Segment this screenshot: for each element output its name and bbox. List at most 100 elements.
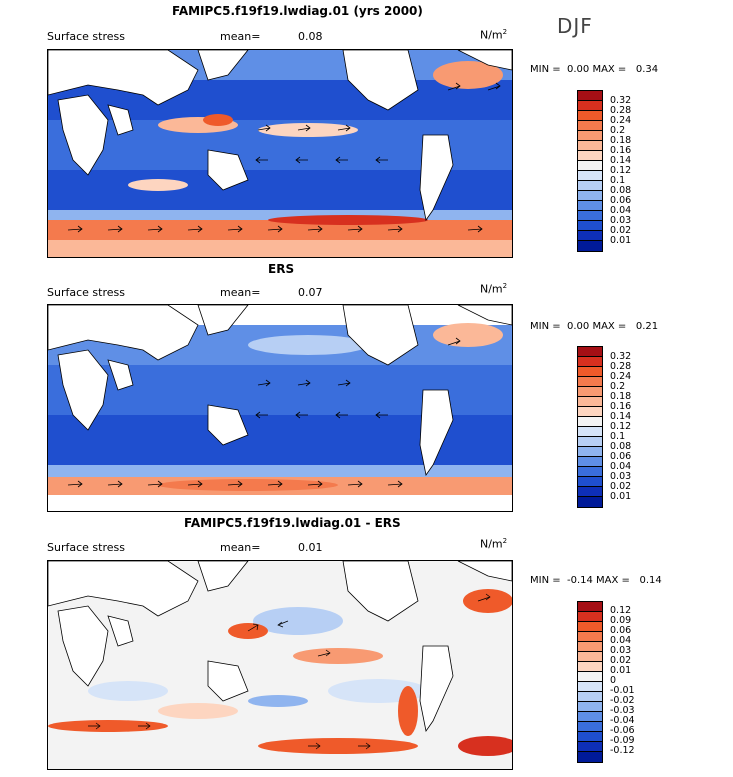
colorbar-swatch	[578, 497, 602, 507]
colorbar-level-label: 0.03	[610, 645, 632, 656]
colorbar-swatch	[578, 702, 602, 712]
panel-1-map	[47, 49, 513, 258]
colorbar-swatch	[578, 101, 602, 111]
colorbar-level-label: -0.09	[610, 735, 635, 746]
colorbar-level-label: 0.04	[610, 461, 632, 472]
colorbar-level-label: 0.06	[610, 451, 632, 462]
colorbar-swatch	[578, 487, 602, 497]
panel-3-colorbar	[577, 601, 603, 763]
panel-2-wind-arrows	[67, 337, 461, 488]
colorbar-swatch	[578, 201, 602, 211]
panel-3-minmax: MIN = -0.14 MAX = 0.14	[530, 575, 662, 586]
colorbar-level-label: 0.28	[610, 105, 632, 116]
panel-2-units: N/m2	[480, 282, 508, 296]
colorbar-level-label: -0.01	[610, 685, 635, 696]
colorbar-level-label: 0.2	[610, 381, 626, 392]
colorbar-level-label: -0.02	[610, 695, 635, 706]
colorbar-level-label: 0.06	[610, 195, 632, 206]
colorbar-swatch	[578, 682, 602, 692]
colorbar-swatch	[578, 141, 602, 151]
colorbar-level-label: 0.12	[610, 605, 632, 616]
colorbar-swatch	[578, 612, 602, 622]
colorbar-level-label: 0.08	[610, 441, 632, 452]
panel-2-mean-value: 0.07	[298, 286, 323, 299]
colorbar-level-label: 0.06	[610, 625, 632, 636]
colorbar-level-label: 0.01	[610, 665, 632, 676]
colorbar-swatch	[578, 742, 602, 752]
colorbar-swatch	[578, 622, 602, 632]
colorbar-swatch	[578, 151, 602, 161]
colorbar-swatch	[578, 417, 602, 427]
colorbar-swatch	[578, 477, 602, 487]
colorbar-swatch	[578, 221, 602, 231]
panel-3-mean-value: 0.01	[298, 541, 323, 554]
colorbar-level-label: 0.14	[610, 155, 632, 166]
colorbar-swatch	[578, 171, 602, 181]
colorbar-level-label: 0.24	[610, 371, 632, 382]
panel-1-mean-value: 0.08	[298, 30, 323, 43]
colorbar-swatch	[578, 121, 602, 131]
colorbar-swatch	[578, 427, 602, 437]
colorbar-level-label: 0.24	[610, 115, 632, 126]
colorbar-level-label: 0.32	[610, 95, 632, 106]
colorbar-level-label: 0.18	[610, 391, 632, 402]
panel-2-field-label: Surface stress	[47, 286, 125, 299]
colorbar-level-label: 0.02	[610, 655, 632, 666]
colorbar-swatch	[578, 732, 602, 742]
season-label: DJF	[557, 14, 593, 38]
panel-1-minmax: MIN = 0.00 MAX = 0.34	[530, 64, 659, 75]
colorbar-swatch	[578, 632, 602, 642]
colorbar-level-label: 0.01	[610, 491, 632, 502]
colorbar-level-label: 0.16	[610, 145, 632, 156]
colorbar-level-label: 0.1	[610, 431, 626, 442]
colorbar-swatch	[578, 652, 602, 662]
colorbar-swatch	[578, 457, 602, 467]
colorbar-level-label: 0.18	[610, 135, 632, 146]
colorbar-swatch	[578, 407, 602, 417]
panel-1-colorbar	[577, 90, 603, 252]
colorbar-level-label: 0.12	[610, 421, 632, 432]
colorbar-level-label: 0.14	[610, 411, 632, 422]
colorbar-level-label: 0.1	[610, 175, 626, 186]
colorbar-swatch	[578, 191, 602, 201]
panel-1-colorbar-labels: 0.32 0.28 0.24 0.2 0.18 0.16 0.14 0.12 0.1 0.08 0.…	[610, 96, 631, 246]
colorbar-level-label: 0.12	[610, 165, 632, 176]
panel-2-colorbar-labels: 0.32 0.28 0.24 0.2 0.18 0.16 0.14 0.12 0.1 0.08 0.…	[610, 352, 631, 502]
colorbar-level-label: 0.2	[610, 125, 626, 136]
colorbar-swatch	[578, 181, 602, 191]
colorbar-level-label: 0.28	[610, 361, 632, 372]
colorbar-swatch	[578, 692, 602, 702]
panel-3-map	[47, 560, 513, 770]
colorbar-swatch	[578, 447, 602, 457]
colorbar-swatch	[578, 387, 602, 397]
colorbar-swatch	[578, 377, 602, 387]
panel-1-mean-label: mean=	[220, 30, 261, 43]
colorbar-level-label: 0.03	[610, 471, 632, 482]
colorbar-swatch	[578, 91, 602, 101]
panel-3-map-svg	[48, 561, 512, 769]
colorbar-swatch	[578, 161, 602, 171]
colorbar-swatch	[578, 752, 602, 762]
colorbar-swatch	[578, 231, 602, 241]
panel-3-units: N/m2	[480, 537, 508, 551]
colorbar-swatch	[578, 642, 602, 652]
colorbar-swatch	[578, 241, 602, 251]
colorbar-level-label: -0.06	[610, 725, 635, 736]
colorbar-swatch	[578, 467, 602, 477]
colorbar-swatch	[578, 662, 602, 672]
panel-2-map	[47, 304, 513, 512]
colorbar-level-label: 0	[610, 675, 617, 686]
panel-1-wind-arrows	[67, 82, 501, 233]
colorbar-level-label: 0.08	[610, 185, 632, 196]
panel-1-title: FAMIPC5.f19f19.lwdiag.01 (yrs 2000)	[172, 4, 423, 18]
panel-3-field-label: Surface stress	[47, 541, 125, 554]
panel-1-map-svg	[48, 50, 512, 257]
colorbar-level-label: 0.02	[610, 481, 632, 492]
colorbar-swatch	[578, 672, 602, 682]
colorbar-swatch	[578, 367, 602, 377]
panel-3-colorbar-labels: 0.12 0.09 0.06 0.04 0.03 0.02 0.01 0 -0.01 -0.02-…	[610, 606, 635, 756]
colorbar-level-label: 0.01	[610, 235, 632, 246]
panel-1-units: N/m2	[480, 28, 508, 42]
colorbar-swatch	[578, 357, 602, 367]
colorbar-level-label: -0.04	[610, 715, 635, 726]
